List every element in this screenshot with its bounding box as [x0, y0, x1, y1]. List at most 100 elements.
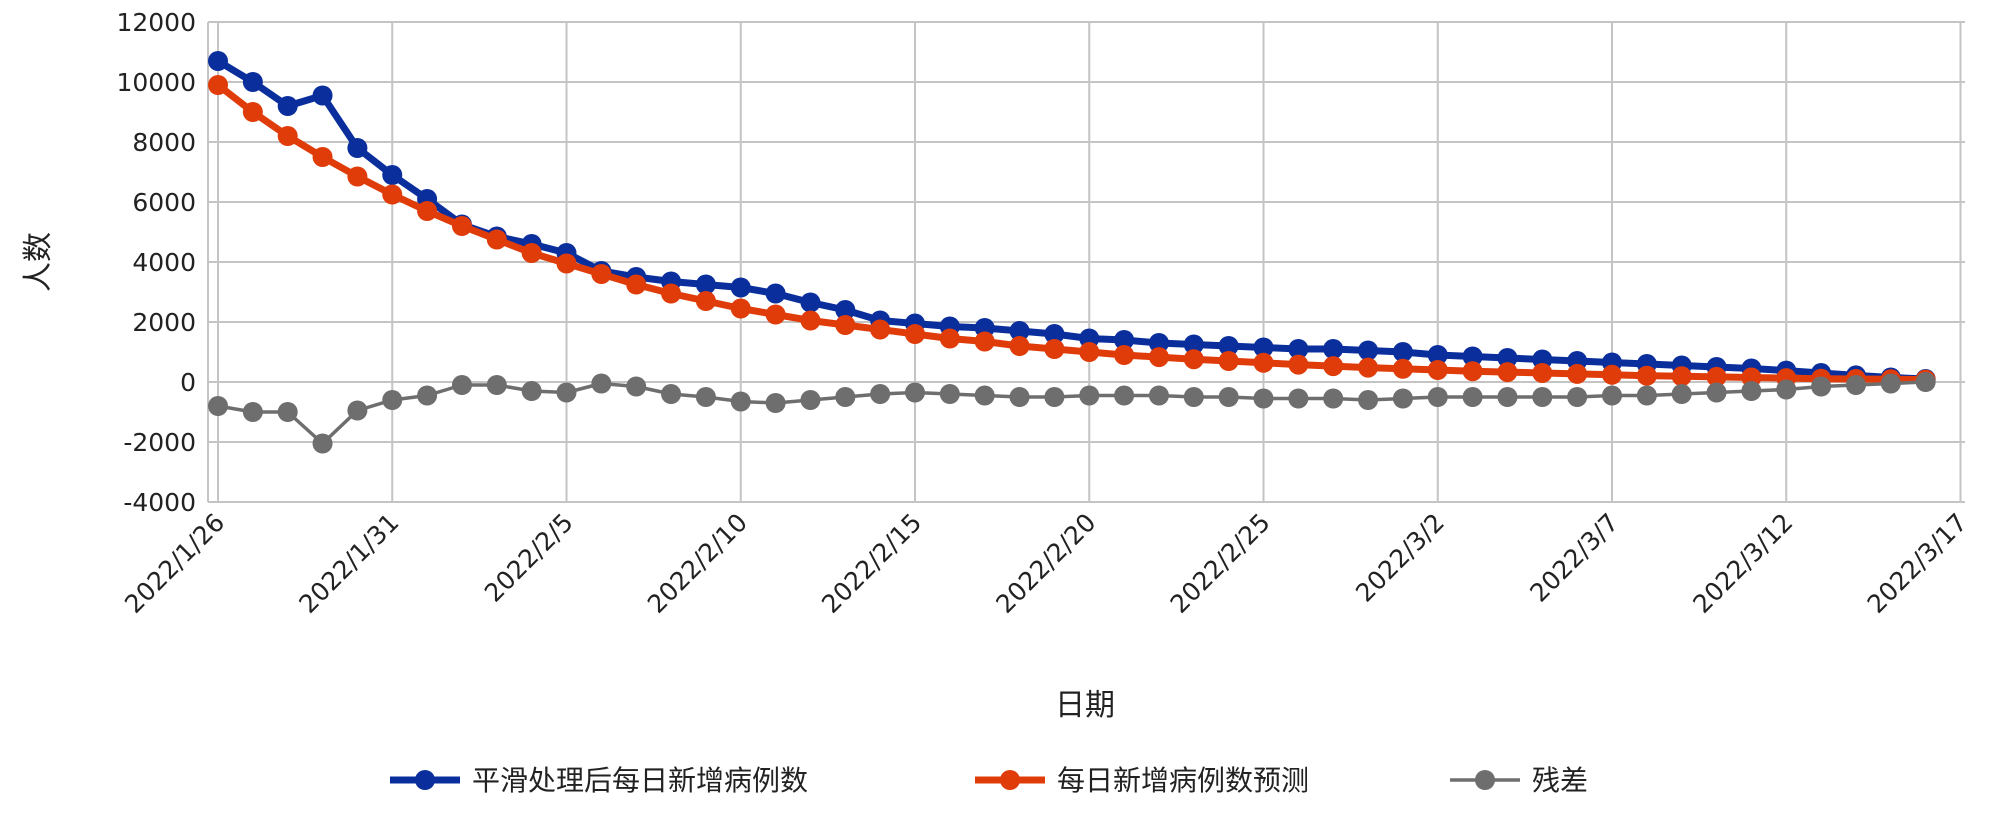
legend-item: 平滑处理后每日新增病例数	[390, 764, 808, 797]
series-1	[208, 75, 1936, 390]
data-point	[835, 300, 856, 320]
x-tick-label: 2022/2/20	[990, 508, 1101, 619]
data-point	[695, 387, 716, 407]
data-point	[1497, 348, 1518, 368]
y-tick-label: 6000	[132, 188, 196, 217]
data-point	[1811, 376, 1832, 397]
data-point	[1323, 356, 1344, 377]
data-point	[1741, 381, 1762, 401]
legend-item: 每日新增病例数预测	[975, 764, 1309, 797]
legend: 平滑处理后每日新增病例数 每日新增病例数预测 残差	[390, 764, 1588, 797]
legend-item: 残差	[1450, 764, 1588, 797]
data-point	[1462, 361, 1483, 382]
data-point	[1636, 385, 1657, 406]
data-point	[1636, 365, 1657, 386]
data-point	[451, 375, 472, 395]
data-point	[1009, 336, 1030, 356]
data-point	[1253, 352, 1274, 373]
data-point	[242, 72, 263, 92]
data-point	[556, 382, 577, 403]
data-point	[1009, 387, 1030, 407]
data-point	[1253, 337, 1274, 358]
data-point	[312, 433, 333, 454]
x-tick-label: 2022/2/15	[816, 508, 927, 619]
data-point	[1218, 387, 1239, 407]
legend-label: 每日新增病例数预测	[1057, 764, 1309, 797]
data-point	[417, 385, 438, 406]
data-point	[1323, 339, 1344, 359]
data-point	[661, 384, 682, 404]
data-point	[974, 331, 995, 352]
data-point	[730, 277, 751, 298]
y-tick-label: 8000	[132, 128, 196, 157]
x-tick-label: 2022/2/5	[479, 508, 579, 608]
data-point	[1079, 342, 1100, 362]
data-point	[835, 315, 856, 335]
data-point	[730, 391, 751, 412]
data-point	[1114, 385, 1135, 406]
data-point	[626, 274, 647, 295]
series-layer	[208, 51, 1936, 454]
data-point	[905, 382, 925, 403]
x-tick-label: 2022/3/2	[1350, 508, 1450, 608]
data-point	[695, 291, 716, 311]
legend-marker-icon	[415, 770, 435, 790]
data-point	[1427, 387, 1448, 407]
data-point	[277, 96, 298, 116]
y-tick-label: -4000	[123, 488, 196, 517]
data-point	[1114, 330, 1135, 350]
data-point	[695, 274, 716, 295]
data-point	[312, 147, 333, 167]
data-point	[347, 138, 368, 158]
data-point	[1845, 375, 1866, 395]
data-point	[939, 384, 960, 404]
data-point	[556, 253, 577, 274]
data-point	[1497, 387, 1518, 407]
data-point	[835, 387, 856, 407]
y-axis-ticks: -4000 -2000 0 2000 4000 6000 8000 10000 12000	[116, 8, 196, 517]
data-point	[1358, 357, 1379, 378]
data-point	[486, 229, 507, 250]
data-point	[1706, 366, 1727, 387]
data-point	[661, 283, 682, 304]
y-tick-label: 10000	[116, 68, 196, 97]
data-point	[382, 165, 403, 185]
data-point	[939, 328, 960, 349]
data-point	[870, 384, 891, 404]
data-point	[1497, 362, 1518, 383]
y-tick-label: 12000	[116, 8, 196, 37]
grid	[207, 21, 1965, 503]
data-point	[1462, 346, 1483, 367]
data-point	[1079, 385, 1100, 406]
data-point	[1218, 336, 1239, 356]
data-point	[1148, 347, 1169, 368]
data-point	[1009, 321, 1030, 341]
data-point	[1427, 345, 1448, 365]
data-point	[1776, 379, 1797, 400]
y-tick-label: 2000	[132, 308, 196, 337]
data-point	[626, 376, 647, 397]
data-point	[1567, 363, 1588, 384]
data-point	[1880, 373, 1901, 394]
data-point	[208, 51, 228, 71]
data-point	[974, 385, 995, 406]
data-point	[521, 243, 542, 263]
data-point	[800, 310, 821, 331]
data-point	[1288, 354, 1309, 375]
data-point	[312, 85, 333, 106]
data-point	[1706, 382, 1727, 403]
data-point	[1602, 385, 1622, 406]
data-point	[1183, 334, 1204, 355]
data-point	[242, 402, 263, 422]
data-point	[1288, 388, 1309, 409]
data-point	[1148, 333, 1169, 353]
data-point	[277, 126, 298, 146]
data-point	[730, 298, 751, 319]
data-point	[242, 102, 263, 122]
x-tick-label: 2022/3/17	[1862, 508, 1973, 619]
y-tick-label: 4000	[132, 248, 196, 277]
x-tick-label: 2022/3/12	[1687, 508, 1798, 619]
data-point	[451, 216, 472, 236]
data-point	[417, 201, 438, 221]
data-point	[486, 375, 507, 395]
